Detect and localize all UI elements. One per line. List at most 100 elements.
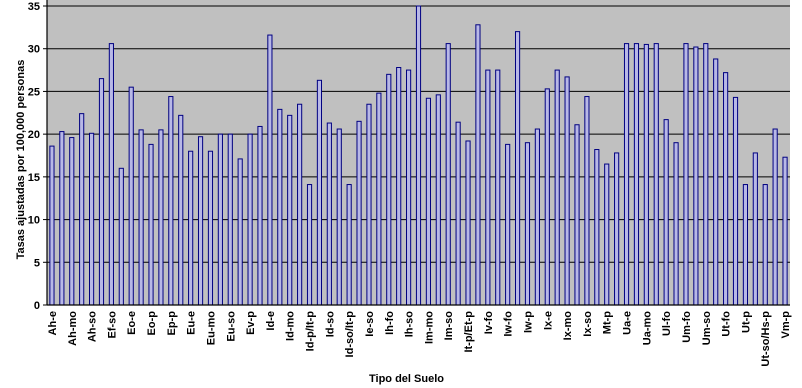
bar-Eu-x	[237, 158, 243, 306]
bar-Id-s	[316, 79, 323, 306]
bar-Eu-p	[217, 133, 223, 306]
x-tick-label: Eu-mo	[206, 311, 218, 346]
bar-Ih-p	[396, 67, 402, 306]
bar-Ul-fo	[663, 119, 669, 306]
x-tick-label: Ah-e	[47, 311, 59, 335]
bar-Im-p	[435, 94, 441, 306]
y-tick-label: 10	[28, 215, 40, 227]
bar-Vm-p	[782, 156, 788, 306]
x-tick-label: Eo-p	[146, 311, 158, 336]
x-tick-label: Vm-p	[780, 311, 792, 339]
y-tick-label: 25	[28, 86, 40, 98]
x-tick-label: Ih-so	[404, 311, 416, 338]
bar-Ep-p	[168, 96, 174, 306]
x-tick-label: Iv-fo	[483, 311, 495, 335]
bar-Ix-fo	[554, 69, 560, 306]
bar-Ut-so	[772, 128, 778, 306]
x-tick-label: Ih-fo	[384, 311, 396, 335]
bar-Eu-e	[188, 150, 194, 306]
bar-Ef-so	[108, 43, 114, 306]
bar-Eo-e	[128, 86, 134, 306]
bar-Im-so	[445, 43, 451, 306]
bar-It-p/Et-p	[465, 140, 471, 306]
bar-Id-p	[297, 103, 303, 306]
bar-Iv-fo	[485, 69, 491, 306]
bar-Iv-p	[495, 69, 501, 306]
bar-Eu-so	[227, 133, 233, 306]
bar-Ut-fo	[723, 72, 729, 306]
bar-Ul-p	[673, 142, 679, 306]
bar-Ah-p	[79, 113, 85, 306]
x-tick-label: Ie-so	[364, 311, 376, 337]
bar-Ih-so	[406, 69, 412, 306]
x-tick-label: Ev-p	[245, 311, 257, 335]
x-tick-label: Id-so/It-p	[344, 311, 356, 358]
bar-Ix-so	[584, 96, 590, 306]
x-tick-label: Ut-so/Hs-p	[760, 311, 772, 367]
x-tick-label: Ua-e	[622, 311, 634, 335]
bar-Id-x	[336, 128, 342, 306]
x-tick-label: Ef-so	[106, 311, 118, 339]
bar-Id-mo	[287, 114, 293, 306]
bar-Ix-e	[544, 88, 550, 306]
x-tick-label: Ut-fo	[721, 311, 733, 337]
x-tick-label: Im-so	[443, 311, 455, 341]
x-tick-label: Im-mo	[423, 311, 435, 344]
bar-Id-p/It-p	[306, 184, 313, 306]
x-tick-label: Id-p/It-p	[305, 311, 317, 352]
bar-Eu-mo	[207, 150, 214, 306]
bar-Ih-e	[376, 92, 382, 306]
bar-Id-fo	[277, 108, 283, 306]
bar-Ix-x	[594, 149, 600, 306]
x-tick-label: Ix-so	[582, 311, 594, 337]
bar-Id-so	[326, 122, 332, 306]
bar-Eo-p	[148, 143, 154, 306]
bar-Ah-mo	[69, 137, 75, 306]
bar-Ua-p	[653, 43, 659, 306]
x-tick-label: Ut-p	[740, 311, 752, 333]
x-tick-label: Id-e	[265, 311, 277, 331]
bar-Ah-e	[49, 145, 55, 306]
bar-Ix-mo	[564, 76, 570, 306]
bar-Um-x	[713, 58, 719, 306]
bar-Ut-x	[752, 152, 758, 306]
x-axis-title: Tipo del Suelo	[369, 373, 444, 385]
bar-Ix-p	[574, 124, 580, 306]
bar-Iw-fo	[505, 143, 511, 306]
x-tick-label: Um-fo	[681, 311, 693, 343]
bar-Eo-so	[158, 129, 164, 306]
bar-Ep-x	[178, 114, 184, 306]
x-tick-label: Ah-mo	[67, 311, 79, 346]
bar-Mt-p	[604, 163, 610, 306]
x-tick-label: Ix-mo	[562, 311, 574, 341]
bar-Ie-p	[356, 120, 362, 306]
bar-It-x	[475, 24, 481, 306]
bar-Ah-x	[98, 78, 105, 306]
bar-Ih-x	[415, 5, 422, 306]
bar-Im-mo	[425, 97, 431, 306]
y-axis-title: Tasas ajustadas por 100,000 personas	[15, 60, 27, 260]
x-tick-label: Eo-e	[126, 311, 138, 335]
bar-Ua-fo	[633, 43, 640, 306]
bar-Ie-so	[366, 103, 372, 306]
bar-Ev-x	[257, 125, 263, 306]
bar-Ut-mo	[732, 96, 739, 306]
bar-Ev-p	[247, 133, 253, 306]
bar-Eo-mo	[138, 129, 144, 306]
x-tick-label: Ah-so	[87, 311, 99, 342]
x-tick-label: Ep-p	[166, 311, 178, 336]
bar-Um-so	[703, 43, 709, 306]
bar-Eu-fo	[197, 136, 204, 306]
axes	[46, 0, 790, 306]
bar-Iw-mo	[514, 31, 521, 306]
bar-Iw-so	[534, 128, 540, 306]
bar-Ah-ee	[59, 131, 65, 306]
y-tick-labels: 0 5 10 15 20 25 30 35	[28, 1, 47, 312]
x-tick-label: Iw-fo	[503, 311, 515, 337]
bar-Ef-x	[118, 167, 124, 306]
y-tick-label: 15	[28, 172, 40, 184]
bar-Ut-so/Hs-p	[762, 184, 768, 306]
bar-Um-p	[693, 46, 699, 306]
bar-Ua-e	[623, 43, 630, 306]
